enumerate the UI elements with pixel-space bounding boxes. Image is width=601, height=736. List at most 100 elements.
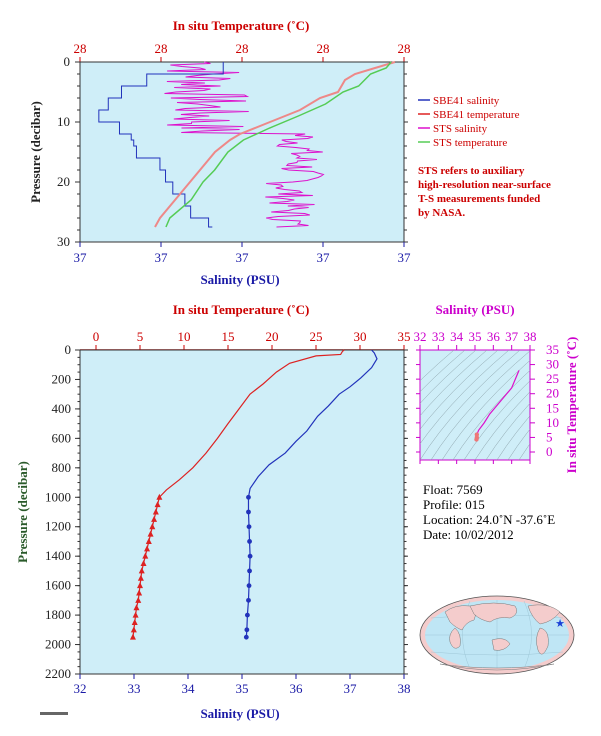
temperature-sample-marker: [140, 560, 147, 567]
temperature-sample-marker: [152, 508, 159, 515]
ts-panel-temp-label: In situ Temperature (˚C): [564, 337, 579, 474]
top-temp-tick-label: 28: [155, 41, 168, 56]
density-contour: [420, 350, 521, 460]
density-contour: [441, 360, 530, 460]
ts-panel-plot-area: [419, 349, 531, 461]
temperature-sample-marker: [129, 633, 136, 640]
main-temp-tick-label: 35: [398, 329, 411, 344]
legend-entry: STS temperature: [433, 137, 507, 149]
float-location: Location: 24.0˚N -37.6˚E: [423, 512, 555, 527]
top-panel-temp-ticks: 28 28 28 28 28: [74, 41, 411, 62]
ts-temp-tick-label: 0: [546, 444, 553, 459]
ts-diagram-panel: Salinity (PSU) 32 33 34 35 36 37 38 0510152025…: [414, 302, 580, 474]
density-contour: [474, 391, 530, 460]
main-sal-tick-label: 38: [398, 681, 411, 696]
legend-entry: SBE41 temperature: [433, 109, 520, 121]
salinity-sample-marker: [245, 612, 250, 618]
top-temp-tick-label: 28: [74, 41, 87, 56]
top-sal-tick-label: 37: [317, 250, 331, 265]
temperature-sample-marker: [144, 545, 151, 552]
sts-temperature-trace: [165, 61, 392, 228]
ts-sal-tick-label: 32: [414, 329, 427, 344]
top-temp-tick-label: 28: [317, 41, 330, 56]
main-sal-tick-label: 33: [128, 681, 141, 696]
ts-sal-tick-label: 35: [469, 329, 482, 344]
top-panel-pressure-label: Pressure (decibar): [28, 101, 43, 203]
legend-entry: SBE41 salinity: [433, 95, 500, 107]
ts-temp-tick-label: 30: [546, 357, 559, 372]
temperature-sample-marker: [154, 501, 161, 508]
main-sal-tick-label: 32: [74, 681, 87, 696]
float-id: Float: 7569: [423, 482, 483, 497]
salinity-sample-marker: [243, 634, 249, 640]
density-contour: [485, 403, 530, 460]
density-contour: [452, 370, 530, 460]
temperature-sample-marker: [145, 537, 152, 544]
sts-note-line: high-resolution near-surface: [418, 179, 551, 191]
ts-temp-tick-label: 10: [546, 415, 559, 430]
salinity-sample-marker: [246, 583, 252, 589]
top-temp-tick-label: 28: [398, 41, 411, 56]
ts-temp-tick-label: 35: [546, 342, 559, 357]
ts-trace: [474, 370, 520, 442]
ts-temp-tick-label: 20: [546, 386, 559, 401]
density-contour: [430, 350, 530, 460]
temperature-sample-marker: [133, 604, 140, 611]
ts-panel-salinity-ticks: 32 33 34 35 36 37 38: [414, 329, 537, 350]
near-surface-panel: In situ Temperature (˚C) 28 28 28 28 28 0 10 2…: [28, 18, 551, 287]
continent-asia-west: [444, 605, 476, 631]
temperature-sample-marker: [149, 523, 156, 530]
salinity-sample-marker: [244, 627, 250, 633]
density-contour: [420, 350, 510, 445]
salinity-sample-marker: [247, 568, 252, 574]
main-pressure-tick-label: 1400: [45, 548, 71, 563]
temperature-sample-marker: [132, 611, 139, 618]
top-panel-traces: [98, 61, 396, 228]
salinity-sample-marker: [246, 524, 252, 530]
top-sal-tick-label: 37: [155, 250, 169, 265]
sts-note: STS refers to auxiliary high-resolution n…: [418, 165, 551, 219]
temperature-sample-marker: [135, 596, 142, 603]
ts-sal-tick-label: 37: [505, 329, 519, 344]
main-panel-plot-area: [79, 349, 405, 675]
main-pressure-tick-label: 1600: [45, 578, 71, 593]
ts-sample-marker: [474, 437, 479, 442]
main-pressure-tick-label: 400: [52, 401, 72, 416]
top-panel-salinity-ticks: 37 37 37 37 37: [74, 242, 411, 265]
main-temp-tick-label: 25: [310, 329, 323, 344]
continent-south-america: [536, 627, 549, 655]
top-temp-tick-label: 28: [236, 41, 249, 56]
salinity-sample-marker: [246, 597, 251, 603]
main-pressure-tick-label: 2000: [45, 637, 71, 652]
ts-sal-tick-label: 34: [450, 329, 464, 344]
ts-sal-tick-label: 33: [432, 329, 445, 344]
salinity-sample-marker: [246, 509, 251, 515]
main-panel-temp-title: In situ Temperature (˚C): [173, 302, 310, 317]
temperature-sample-marker: [131, 618, 138, 625]
ts-temp-tick-label: 15: [546, 400, 559, 415]
top-pressure-tick-label: 30: [57, 234, 70, 249]
salinity-sample-marker: [247, 553, 253, 559]
top-panel-legend: SBE41 salinity SBE41 temperature STS salin…: [418, 95, 520, 149]
sbe41-salinity-line: [245, 349, 378, 638]
density-contour: [420, 350, 499, 430]
density-contour: [518, 443, 530, 460]
main-temp-tick-label: 10: [178, 329, 191, 344]
temperature-sample-marker: [138, 567, 145, 574]
main-panel-temp-ticks: 0 5 10 15 20 25 30 35: [80, 329, 411, 351]
float-location-marker: ★: [555, 618, 565, 630]
main-pressure-tick-label: 1000: [45, 489, 71, 504]
top-panel-temp-title: In situ Temperature (˚C): [173, 18, 310, 33]
main-pressure-tick-label: 1800: [45, 607, 71, 622]
float-info: Float: 7569 Profile: 015 Location: 24.0˚…: [423, 482, 555, 542]
main-panel-traces: [129, 349, 378, 640]
main-pressure-tick-label: 2200: [45, 666, 71, 681]
salinity-sample-marker: [246, 494, 251, 500]
top-panel-pressure-ticks: 0 10 20 30: [57, 54, 408, 249]
density-contour: [420, 350, 455, 382]
main-sal-tick-label: 36: [290, 681, 304, 696]
sts-note-line: T-S measurements funded: [418, 193, 540, 205]
main-panel-salinity-ticks: 32 33 34 35 36 37 38: [74, 674, 411, 696]
